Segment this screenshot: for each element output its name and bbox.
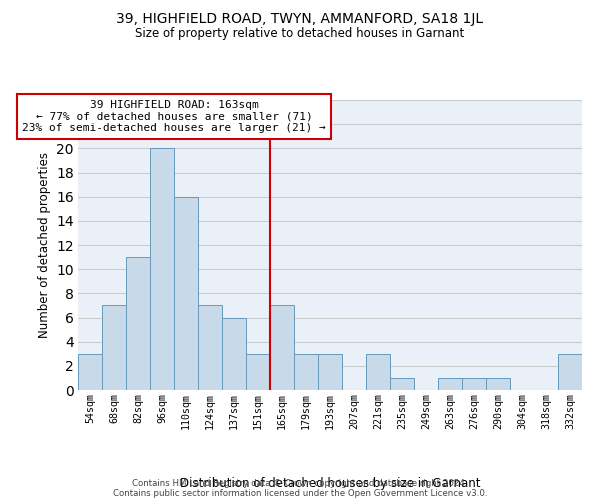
Bar xyxy=(390,378,414,390)
Y-axis label: Number of detached properties: Number of detached properties xyxy=(38,152,50,338)
Bar xyxy=(222,318,246,390)
Bar xyxy=(558,354,582,390)
Bar xyxy=(270,306,294,390)
Text: Contains public sector information licensed under the Open Government Licence v3: Contains public sector information licen… xyxy=(113,488,487,498)
Bar xyxy=(294,354,318,390)
Text: 39, HIGHFIELD ROAD, TWYN, AMMANFORD, SA18 1JL: 39, HIGHFIELD ROAD, TWYN, AMMANFORD, SA1… xyxy=(116,12,484,26)
Bar xyxy=(438,378,462,390)
Bar xyxy=(366,354,390,390)
Bar xyxy=(246,354,270,390)
Bar xyxy=(198,306,222,390)
X-axis label: Distribution of detached houses by size in Garnant: Distribution of detached houses by size … xyxy=(180,478,480,490)
Bar xyxy=(78,354,102,390)
Bar xyxy=(102,306,126,390)
Bar xyxy=(486,378,510,390)
Bar xyxy=(126,257,150,390)
Bar xyxy=(318,354,342,390)
Text: Contains HM Land Registry data © Crown copyright and database right 2024.: Contains HM Land Registry data © Crown c… xyxy=(132,478,468,488)
Text: Size of property relative to detached houses in Garnant: Size of property relative to detached ho… xyxy=(136,28,464,40)
Bar xyxy=(174,196,198,390)
Bar xyxy=(150,148,174,390)
Bar xyxy=(462,378,486,390)
Text: 39 HIGHFIELD ROAD: 163sqm
← 77% of detached houses are smaller (71)
23% of semi-: 39 HIGHFIELD ROAD: 163sqm ← 77% of detac… xyxy=(22,100,326,133)
